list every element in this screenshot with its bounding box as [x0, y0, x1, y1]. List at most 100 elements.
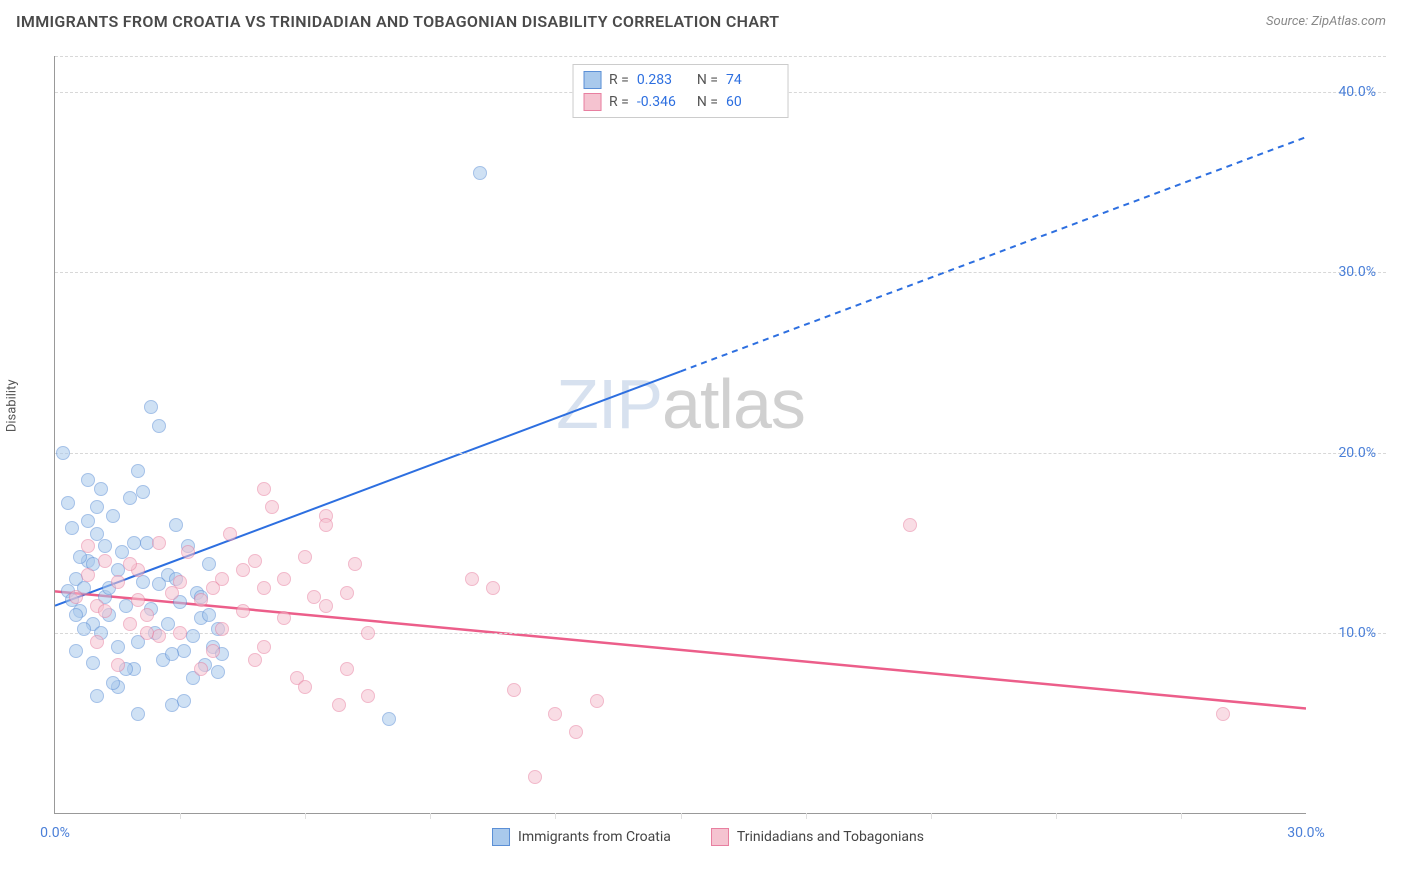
series-legend-item: Trinidadians and Tobagonians: [711, 828, 924, 846]
scatter-point: [61, 496, 75, 510]
scatter-point: [332, 698, 346, 712]
legend-swatch: [492, 828, 510, 846]
gridline-h: [55, 272, 1386, 273]
scatter-point: [202, 557, 216, 571]
series-legend-item: Immigrants from Croatia: [492, 828, 671, 846]
scatter-point: [223, 527, 237, 541]
scatter-point: [265, 500, 279, 514]
scatter-point: [81, 473, 95, 487]
gridline-h: [55, 56, 1386, 57]
scatter-point: [111, 658, 125, 672]
scatter-point: [202, 608, 216, 622]
scatter-point: [131, 707, 145, 721]
scatter-point: [69, 608, 83, 622]
r-label: R =: [609, 94, 629, 110]
scatter-point: [140, 608, 154, 622]
scatter-point: [81, 568, 95, 582]
x-tick-mark: [931, 813, 932, 819]
scatter-point: [298, 550, 312, 564]
scatter-point: [94, 482, 108, 496]
n-value: 74: [726, 72, 778, 88]
y-axis-label: Disability: [5, 379, 20, 432]
scatter-point: [186, 629, 200, 643]
scatter-point: [106, 509, 120, 523]
x-tick-label: 30.0%: [1287, 825, 1325, 841]
x-tick-label: 0.0%: [40, 825, 70, 841]
scatter-point: [507, 683, 521, 697]
scatter-point: [361, 689, 375, 703]
scatter-point: [206, 581, 220, 595]
chart-container: Disability ZIPatlas R =0.283N =74R =-0.3…: [30, 48, 1386, 854]
series-legend-label: Trinidadians and Tobagonians: [737, 829, 924, 845]
trend-line-dashed: [681, 137, 1307, 371]
watermark-part2: atlas: [662, 365, 805, 443]
scatter-point: [528, 770, 542, 784]
plot-area: ZIPatlas R =0.283N =74R =-0.346N =60 10.…: [54, 56, 1306, 814]
legend-swatch: [583, 71, 601, 89]
scatter-point: [98, 554, 112, 568]
scatter-point: [211, 665, 225, 679]
scatter-point: [361, 626, 375, 640]
scatter-point: [298, 680, 312, 694]
scatter-point: [248, 653, 262, 667]
scatter-point: [81, 514, 95, 528]
scatter-point: [903, 518, 917, 532]
gridline-h: [55, 633, 1386, 634]
y-tick-label: 20.0%: [1338, 445, 1376, 461]
scatter-point: [144, 400, 158, 414]
y-tick-label: 10.0%: [1338, 625, 1376, 641]
scatter-point: [277, 611, 291, 625]
scatter-point: [194, 593, 208, 607]
scatter-point: [181, 545, 195, 559]
scatter-point: [69, 644, 83, 658]
scatter-point: [1216, 707, 1230, 721]
scatter-point: [69, 590, 83, 604]
scatter-point: [236, 563, 250, 577]
series-legend-label: Immigrants from Croatia: [518, 829, 671, 845]
x-tick-mark: [180, 813, 181, 819]
scatter-point: [277, 572, 291, 586]
scatter-point: [152, 536, 166, 550]
scatter-point: [473, 166, 487, 180]
watermark: ZIPatlas: [556, 364, 805, 444]
scatter-point: [177, 694, 191, 708]
scatter-point: [161, 617, 175, 631]
scatter-point: [152, 419, 166, 433]
correlation-legend-row: R =0.283N =74: [583, 69, 778, 91]
x-tick-mark: [555, 813, 556, 819]
scatter-point: [136, 575, 150, 589]
scatter-point: [257, 482, 271, 496]
watermark-part1: ZIP: [556, 365, 662, 443]
n-label: N =: [697, 94, 718, 110]
scatter-point: [173, 575, 187, 589]
scatter-point: [86, 656, 100, 670]
scatter-point: [111, 640, 125, 654]
gridline-h: [55, 453, 1386, 454]
x-tick-mark: [806, 813, 807, 819]
trend-lines: [55, 56, 1306, 813]
n-value: 60: [726, 94, 778, 110]
scatter-point: [465, 572, 479, 586]
scatter-point: [152, 629, 166, 643]
x-tick-mark: [1181, 813, 1182, 819]
scatter-point: [319, 599, 333, 613]
scatter-point: [98, 604, 112, 618]
r-label: R =: [609, 72, 629, 88]
series-legend: Immigrants from Croatia Trinidadians and …: [492, 828, 924, 846]
correlation-legend-row: R = -0.346 N = 60: [583, 91, 778, 113]
r-value: -0.346: [637, 94, 689, 110]
scatter-point: [90, 689, 104, 703]
scatter-point: [486, 581, 500, 595]
scatter-point: [382, 712, 396, 726]
scatter-point: [348, 557, 362, 571]
legend-swatch: [583, 93, 601, 111]
scatter-point: [111, 575, 125, 589]
scatter-point: [165, 647, 179, 661]
scatter-point: [236, 604, 250, 618]
scatter-point: [257, 640, 271, 654]
scatter-point: [123, 617, 137, 631]
y-tick-label: 40.0%: [1338, 84, 1376, 100]
chart-title: IMMIGRANTS FROM CROATIA VS TRINIDADIAN A…: [16, 12, 779, 31]
scatter-point: [548, 707, 562, 721]
scatter-point: [106, 676, 120, 690]
